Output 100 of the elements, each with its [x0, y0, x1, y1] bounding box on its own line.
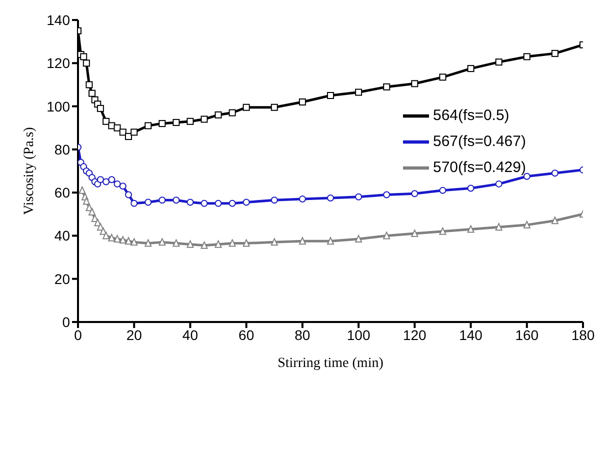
- point: [186, 118, 194, 125]
- point: [383, 83, 390, 90]
- point: [523, 53, 530, 60]
- y-tick-label: 60: [54, 184, 70, 201]
- point: [228, 200, 236, 207]
- point: [327, 194, 334, 202]
- point: [270, 238, 278, 246]
- point: [270, 196, 278, 204]
- point: [172, 239, 180, 247]
- point: [439, 186, 446, 194]
- x-tick-label: 140: [459, 326, 483, 343]
- point: [125, 237, 132, 245]
- y-tick-label: 20: [54, 270, 70, 287]
- point: [130, 128, 138, 136]
- point: [298, 237, 306, 245]
- point: [383, 232, 390, 240]
- point: [172, 118, 180, 126]
- x-tick-label: 80: [294, 326, 310, 343]
- point: [80, 53, 88, 60]
- point: [86, 81, 93, 88]
- point: [439, 74, 446, 81]
- point: [355, 234, 362, 242]
- point: [144, 122, 152, 130]
- point: [186, 198, 194, 206]
- point: [411, 80, 418, 88]
- point: [495, 180, 502, 188]
- point: [130, 200, 138, 207]
- point: [467, 65, 474, 72]
- point: [242, 104, 250, 111]
- point: [119, 128, 126, 136]
- point: [327, 237, 334, 245]
- point: [88, 90, 96, 97]
- point: [467, 225, 474, 233]
- point: [551, 216, 558, 224]
- point: [411, 230, 418, 238]
- point: [551, 170, 558, 177]
- point: [119, 236, 126, 244]
- point: [82, 197, 90, 205]
- y-tick-label: 140: [46, 12, 70, 28]
- point: [523, 220, 530, 228]
- x-tick-label: 160: [515, 326, 539, 343]
- point: [270, 104, 278, 111]
- point: [214, 240, 222, 248]
- legend-label: 564(fs=0.5): [433, 106, 510, 124]
- point: [411, 190, 418, 198]
- point: [114, 124, 121, 132]
- point: [467, 184, 474, 192]
- legend-label: 570(fs=0.429): [433, 158, 526, 176]
- legend-label: 567(fs=0.467): [433, 132, 526, 150]
- y-tick-label: 40: [54, 228, 70, 244]
- point: [228, 239, 236, 247]
- point: [114, 234, 121, 242]
- point: [355, 193, 362, 200]
- point: [439, 227, 446, 235]
- point: [495, 58, 502, 66]
- y-tick-label: 0: [62, 314, 70, 330]
- point: [102, 232, 110, 240]
- point: [108, 234, 116, 242]
- point: [242, 198, 250, 206]
- point: [82, 60, 90, 67]
- y-tick-label: 100: [46, 98, 70, 114]
- y-tick-label: 120: [46, 55, 70, 72]
- point: [158, 238, 166, 246]
- point: [125, 132, 132, 140]
- point: [144, 198, 152, 206]
- point: [96, 104, 104, 112]
- point: [158, 196, 166, 204]
- point: [102, 118, 110, 125]
- point: [186, 240, 194, 248]
- point: [114, 180, 121, 188]
- x-tick-label: 0: [74, 326, 82, 343]
- point: [108, 176, 116, 184]
- point: [383, 191, 390, 198]
- x-axis-title: Stirring time (min): [278, 356, 384, 371]
- x-tick-label: 40: [182, 326, 198, 343]
- x-tick-label: 100: [346, 326, 370, 343]
- point: [355, 88, 362, 96]
- point: [130, 238, 138, 246]
- point: [200, 241, 208, 249]
- point: [327, 92, 334, 99]
- point: [214, 111, 222, 118]
- point: [158, 120, 166, 128]
- y-tick-label: 80: [54, 141, 70, 158]
- point: [88, 208, 96, 216]
- point: [228, 109, 236, 116]
- point: [108, 122, 116, 130]
- y-axis-title: Viscosity (Pa.s): [22, 126, 37, 215]
- point: [96, 176, 104, 184]
- point: [298, 196, 306, 203]
- point: [102, 178, 110, 186]
- x-tick-label: 20: [126, 326, 142, 343]
- point: [495, 223, 502, 231]
- x-tick-label: 120: [402, 326, 427, 343]
- point: [125, 191, 132, 198]
- point: [551, 50, 558, 57]
- point: [298, 98, 306, 106]
- point: [242, 239, 250, 247]
- point: [200, 200, 208, 207]
- point: [144, 239, 152, 247]
- point: [214, 200, 222, 207]
